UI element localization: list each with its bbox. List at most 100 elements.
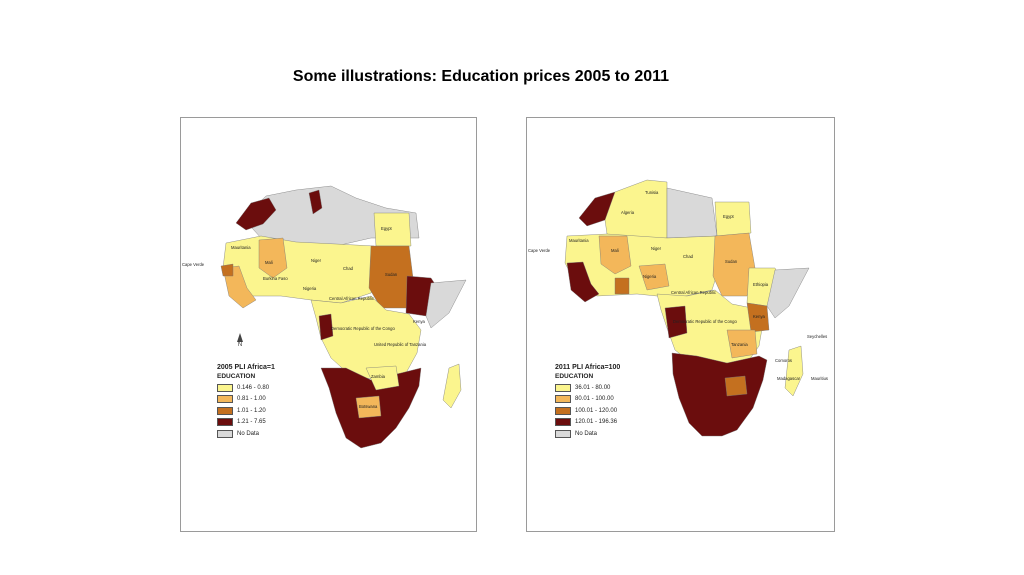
legend-swatch [555, 429, 571, 438]
region-morocco [235, 197, 277, 231]
legend-title: 2005 PLI Africa=1 [217, 364, 275, 371]
region-egypt [714, 201, 752, 237]
label-sudan: Sudan [725, 259, 738, 264]
label-chad: Chad [343, 266, 354, 271]
legend-label: 1.21 - 7.65 [237, 419, 266, 426]
legend-label: 80.01 - 100.00 [575, 396, 614, 403]
legend-label: 100.01 - 120.00 [575, 407, 618, 414]
label-algeria: Algeria [621, 210, 635, 215]
map-panel-2005: Egypt Mauritania Mali Niger Chad Sudan B… [180, 117, 477, 532]
map-labels-2011: Tunisia Algeria Egypt Mauritania Mali Ni… [528, 190, 828, 381]
region-senegal [220, 263, 234, 277]
region-nigeria [638, 263, 670, 291]
region-horn [766, 267, 810, 319]
legend-row: 100.01 - 120.00 [555, 405, 620, 417]
region-south [671, 352, 768, 437]
label-burkina: Burkina Faso [263, 276, 288, 281]
label-nigeria: Nigeria [303, 286, 317, 291]
label-drc: Democratic Republic of the Congo [331, 326, 395, 331]
legend-2005: 2005 PLI Africa=1 EDUCATION 0.146 - 0.80… [217, 363, 275, 440]
legend-swatch [555, 418, 571, 427]
label-madagascar: Madagascar [777, 376, 801, 381]
label-kenya: Kenya [413, 319, 426, 324]
label-zambia: Zambia [371, 374, 386, 379]
legend-row: 120.01 - 196.36 [555, 417, 620, 429]
label-mali: Mali [611, 248, 619, 253]
legend-subtitle: EDUCATION [217, 373, 256, 380]
label-tanzania: Tanzania [731, 342, 748, 347]
region-central [310, 295, 422, 381]
legend-2011: 2011 PLI Africa=100 EDUCATION 36.01 - 80… [555, 363, 620, 440]
label-mauritania: Mauritania [569, 238, 589, 243]
legend-label: 0.81 - 1.00 [237, 396, 266, 403]
region-madagascar [442, 363, 462, 409]
legend-label: 120.01 - 196.36 [575, 419, 618, 426]
label-sudan: Sudan [385, 272, 398, 277]
legend-label: No Data [237, 430, 260, 437]
north-arrow-2005: N [235, 333, 245, 348]
legend-swatch [217, 383, 233, 392]
legend-subtitle: EDUCATION [555, 373, 594, 380]
label-egypt: Egypt [381, 226, 393, 231]
label-tanzania: United Republic of Tanzania [374, 342, 427, 347]
label-nigeria: Nigeria [643, 274, 657, 279]
legend-row: 1.01 - 1.20 [217, 405, 275, 417]
label-ethiopia: Ethiopia [753, 282, 769, 287]
region-tanzania [726, 329, 758, 359]
region-botswana [355, 395, 382, 419]
region-zimbabwe [724, 375, 748, 397]
label-car: Central African Republic [671, 290, 716, 295]
region-gabon-congo [664, 305, 688, 339]
region-libya [666, 187, 718, 239]
africa-map-2005: Egypt Mauritania Mali Niger Chad Sudan B… [182, 185, 467, 449]
north-arrow-icon [237, 333, 243, 342]
legend-swatch [555, 383, 571, 392]
legend-row: 80.01 - 100.00 [555, 394, 620, 406]
legend-row: No Data [217, 428, 275, 440]
africa-map-2011: Tunisia Algeria Egypt Mauritania Mali Ni… [528, 179, 828, 437]
map-panel-2011: Tunisia Algeria Egypt Mauritania Mali Ni… [526, 117, 835, 532]
legend-label: 0.146 - 0.80 [237, 384, 270, 391]
label-botswana: Botswana [359, 404, 378, 409]
label-tunisia: Tunisia [645, 190, 659, 195]
region-algeria [604, 179, 668, 241]
label-car: Central African Republic [329, 296, 374, 301]
region-mali [598, 235, 632, 275]
legend-row: No Data [555, 428, 620, 440]
legend-label: 1.01 - 1.20 [237, 407, 266, 414]
label-egypt: Egypt [723, 214, 735, 219]
legend-row: 1.21 - 7.65 [217, 417, 275, 429]
region-ghana [614, 277, 630, 295]
label-cape-verde: Cape Verde [182, 262, 205, 267]
region-tunisia [308, 189, 323, 215]
legend-title: 2011 PLI Africa=100 [555, 364, 621, 371]
legend-label: No Data [575, 430, 598, 437]
legend-swatch [555, 395, 571, 404]
region-horn [425, 279, 467, 329]
legend-swatch [217, 429, 233, 438]
region-madagascar [784, 345, 804, 397]
label-drc: Democratic Republic of the Congo [673, 319, 737, 324]
label-kenya: Kenya [753, 314, 766, 319]
legend-swatch [217, 418, 233, 427]
map-regions-2011 [564, 179, 810, 437]
legend-row: 36.01 - 80.00 [555, 382, 620, 394]
label-comoros: Comoros [775, 358, 792, 363]
label-chad: Chad [683, 254, 694, 259]
slide-title: Some illustrations: Education prices 200… [292, 68, 670, 85]
legend-label: 36.01 - 80.00 [575, 384, 611, 391]
label-mauritania: Mauritania [231, 245, 251, 250]
label-niger: Niger [311, 258, 322, 263]
label-cape-verde: Cape Verde [528, 248, 551, 253]
region-mali [258, 237, 288, 279]
region-west-coast [566, 261, 600, 303]
label-mauritius: Mauritius [811, 376, 828, 381]
region-sudan [712, 232, 756, 297]
legend-row: 0.146 - 0.80 [217, 382, 275, 394]
legend-swatch [555, 406, 571, 415]
map-labels-2005: Egypt Mauritania Mali Niger Chad Sudan B… [182, 226, 427, 409]
region-egypt [373, 212, 412, 247]
label-seychelles: Seychelles [807, 334, 827, 339]
map-regions-2005 [220, 185, 467, 449]
legend-swatch [217, 395, 233, 404]
